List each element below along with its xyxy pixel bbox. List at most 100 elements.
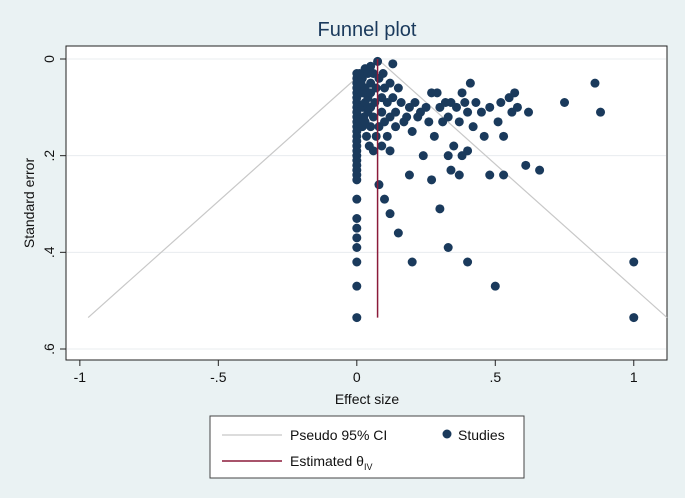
study-point <box>396 98 406 107</box>
study-point <box>371 83 381 93</box>
x-tick-label: 0 <box>353 369 361 385</box>
study-point <box>393 228 403 238</box>
study-point <box>499 131 509 141</box>
x-axis: -1 -.5 0 .5 1 <box>74 360 638 385</box>
study-point <box>427 175 437 185</box>
study-point <box>352 175 362 185</box>
study-point <box>388 59 398 69</box>
x-axis-label: Effect size <box>335 391 400 407</box>
study-point <box>468 122 478 132</box>
x-tick-label: -1 <box>74 369 87 385</box>
study-point <box>366 61 376 71</box>
study-point <box>352 214 362 223</box>
study-point <box>380 194 390 204</box>
study-point <box>391 107 401 117</box>
study-point <box>443 151 453 161</box>
study-point <box>510 88 520 98</box>
study-point <box>368 146 378 156</box>
study-point <box>443 112 453 122</box>
legend-box <box>209 415 525 479</box>
study-point <box>432 88 442 98</box>
study-point <box>385 209 395 219</box>
study-point <box>460 98 470 107</box>
y-tick-label: .4 <box>41 246 57 258</box>
study-point <box>352 233 362 243</box>
study-point <box>521 160 531 170</box>
study-point <box>596 107 606 117</box>
study-point <box>391 122 401 132</box>
study-point <box>479 131 489 141</box>
study-point <box>496 98 506 107</box>
study-point <box>377 107 387 117</box>
study-point <box>382 131 392 141</box>
pseudo-ci-upper-line <box>377 58 668 319</box>
study-point <box>485 102 495 112</box>
study-point <box>393 83 403 93</box>
legend-studies-swatch <box>442 429 452 439</box>
legend-estimate-label: Estimated θIV <box>290 453 372 472</box>
study-point <box>352 223 362 233</box>
legend-estimate-subscript: IV <box>364 462 373 472</box>
study-point <box>454 170 464 180</box>
legend-estimate-main: Estimated θ <box>290 453 364 469</box>
x-tick-label: -.5 <box>210 369 227 385</box>
study-point <box>499 170 509 180</box>
study-point <box>629 257 639 267</box>
study-point <box>385 78 395 88</box>
study-point <box>512 102 522 112</box>
study-point <box>471 98 481 107</box>
study-point <box>590 78 600 88</box>
study-point <box>377 141 387 151</box>
study-point <box>429 131 439 141</box>
study-point <box>449 141 459 151</box>
legend-studies-label: Studies <box>458 427 505 443</box>
y-tick-label: .6 <box>41 343 57 355</box>
study-point <box>463 257 473 267</box>
study-point <box>454 117 464 127</box>
study-point <box>404 170 414 180</box>
chart-title: Funnel plot <box>318 19 417 41</box>
study-point <box>465 78 475 88</box>
study-point <box>352 243 362 252</box>
study-point <box>446 165 456 175</box>
y-axis: 0 .2 .4 .6 <box>41 55 66 355</box>
y-tick-label: 0 <box>41 55 57 63</box>
study-point <box>476 107 486 117</box>
study-point <box>362 131 371 141</box>
study-point <box>457 88 467 98</box>
study-point <box>424 117 434 127</box>
study-point <box>485 170 495 180</box>
study-point <box>493 117 503 127</box>
study-point <box>418 151 428 161</box>
pseudo-ci-lines <box>87 58 668 319</box>
legend-ci-label: Pseudo 95% CI <box>290 427 387 443</box>
study-point <box>421 102 431 112</box>
study-point <box>366 122 376 132</box>
x-tick-label: 1 <box>630 369 638 385</box>
study-point <box>407 257 417 267</box>
study-point <box>368 112 378 122</box>
study-point <box>443 243 453 252</box>
legend: Pseudo 95% CI Studies Estimated θIV <box>209 415 525 479</box>
study-point <box>463 146 473 156</box>
study-markers <box>352 56 639 323</box>
gridlines <box>67 58 666 350</box>
study-point <box>378 69 388 78</box>
study-point <box>560 98 570 107</box>
study-point <box>374 180 384 190</box>
study-point <box>524 107 534 117</box>
pseudo-ci-lower-line <box>87 58 378 319</box>
study-point <box>535 165 545 175</box>
x-tick-label: .5 <box>489 369 501 385</box>
study-point <box>435 204 445 214</box>
y-tick-label: .2 <box>41 150 57 162</box>
study-point <box>410 98 420 107</box>
study-point <box>463 107 473 117</box>
study-point <box>407 127 417 136</box>
study-point <box>629 313 639 323</box>
y-axis-label: Standard error <box>21 158 37 249</box>
study-point <box>352 194 362 204</box>
study-point <box>402 112 412 122</box>
study-point <box>388 93 398 103</box>
